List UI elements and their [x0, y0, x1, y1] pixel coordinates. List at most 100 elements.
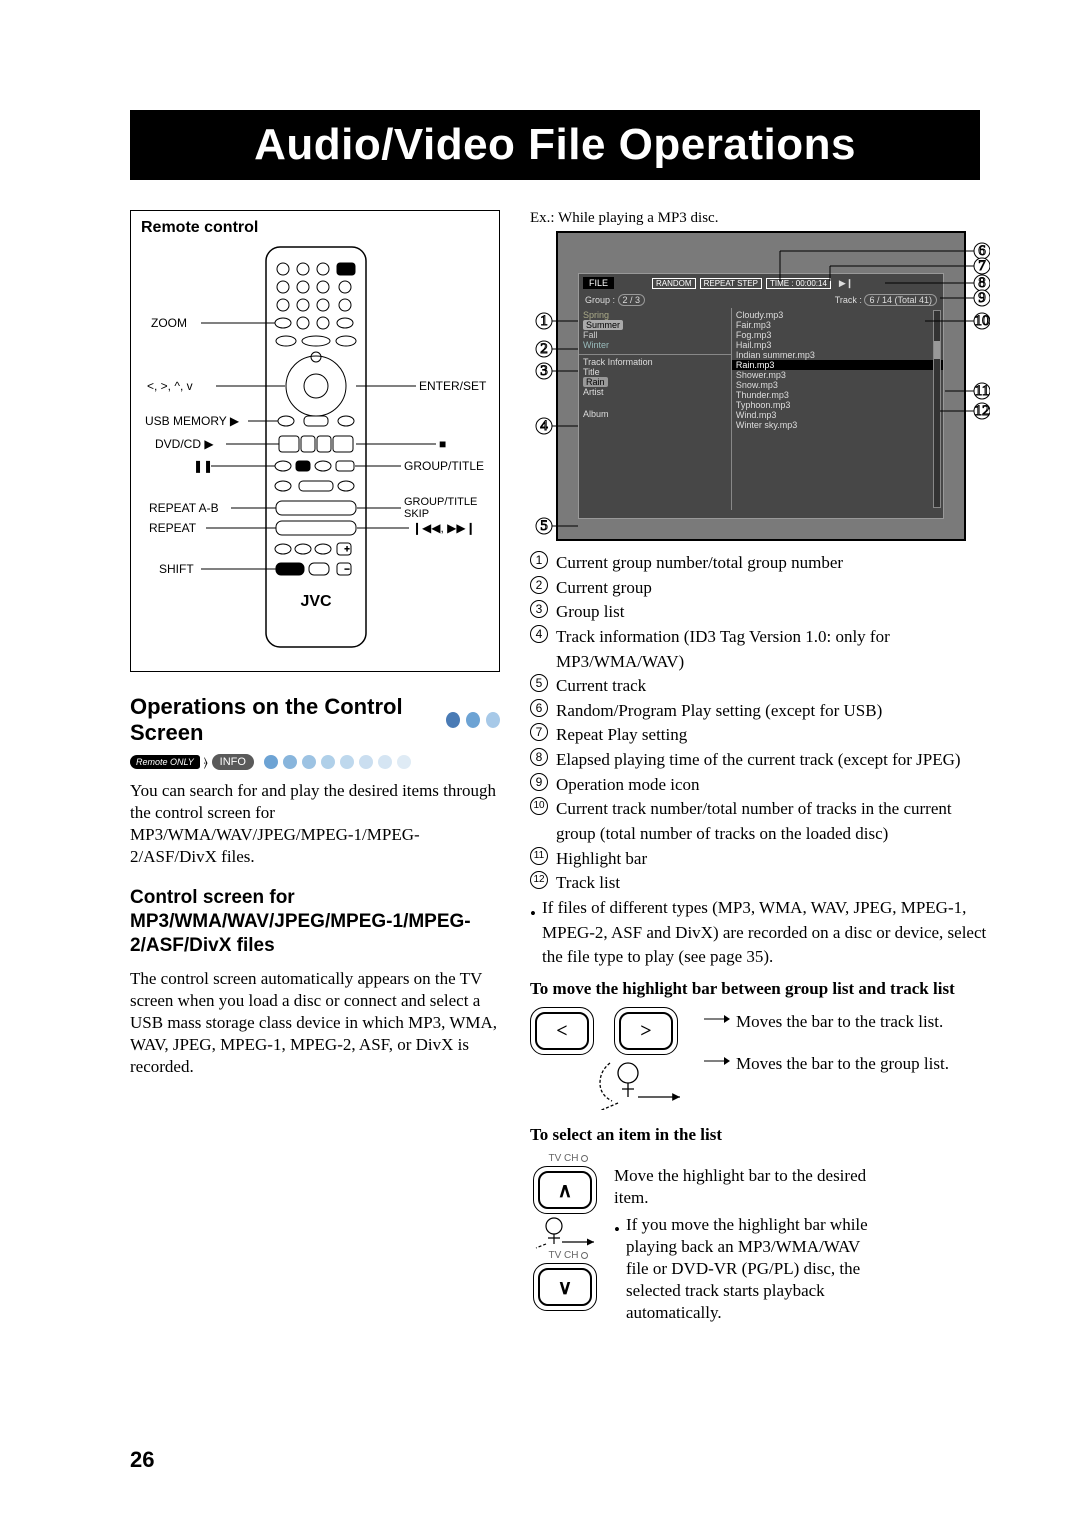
legend-item: Operation mode icon — [556, 773, 990, 798]
osd-tab-file: FILE — [583, 277, 614, 289]
osd-time: TIME : 00:00:14 — [766, 278, 831, 289]
osd-track-item: Fair.mp3 — [732, 320, 943, 330]
blue-dot-3 — [486, 712, 500, 728]
osd-track-item: Cloudy.mp3 — [732, 310, 943, 320]
play-icon: ▶❙ — [839, 278, 853, 289]
decor-dot — [283, 755, 297, 769]
legend-item: Current track number/total number of tra… — [556, 797, 990, 846]
osd-group-item: Winter — [579, 340, 731, 350]
svg-text:❚❚: ❚❚ — [193, 459, 213, 473]
osd-track-item: Wind.mp3 — [732, 410, 943, 420]
svg-text:■: ■ — [439, 437, 446, 451]
svg-text:10: 10 — [975, 313, 990, 329]
blue-dot-1 — [446, 712, 460, 728]
right-key: > — [614, 1007, 678, 1055]
move-right-text: Moves the bar to the track list. — [736, 1011, 943, 1033]
right-column: Ex.: While playing a MP3 disc. FILE RAND… — [530, 210, 990, 1324]
decor-dot — [397, 755, 411, 769]
left-column: Remote control — [130, 210, 500, 1324]
osd-repeat: REPEAT STEP — [700, 278, 762, 289]
decor-dot — [359, 755, 373, 769]
example-label: Ex.: While playing a MP3 disc. — [530, 210, 990, 227]
arrow-diagram-ud: TV CH ∧ TV CH ∨ Move — [530, 1153, 990, 1324]
osd-track-item: Shower.mp3 — [732, 370, 943, 380]
svg-text:SHIFT: SHIFT — [159, 562, 194, 576]
svg-text:+: + — [344, 544, 349, 554]
svg-text:❙◀◀, ▶▶❙: ❙◀◀, ▶▶❙ — [412, 521, 476, 535]
sound-icon: ⦒ — [204, 755, 208, 770]
select-heading: To select an item in the list — [530, 1124, 990, 1145]
svg-text:REPEAT: REPEAT — [149, 521, 197, 535]
down-key: ∨ — [533, 1263, 597, 1311]
osd-track-item: Fog.mp3 — [732, 330, 943, 340]
legend-item: Elapsed playing time of the current trac… — [556, 748, 990, 773]
svg-text:<, >, ^, v: <, >, ^, v — [147, 379, 193, 393]
svg-text:12: 12 — [975, 403, 990, 419]
svg-text:11: 11 — [975, 383, 989, 399]
osd-track-item: Winter sky.mp3 — [732, 420, 943, 430]
osd-info-row: Rain — [583, 377, 608, 387]
legend-list: 1Current group number/total group number… — [530, 551, 990, 970]
osd-track-highlight: Rain.mp3 — [732, 360, 943, 370]
decor-dot — [264, 755, 278, 769]
legend-item: Current track — [556, 674, 990, 699]
select-bullet: If you move the highlight bar while play… — [626, 1214, 874, 1324]
section-heading: Operations on the Control Screen — [130, 694, 500, 746]
osd-track-item: Hail.mp3 — [732, 340, 943, 350]
legend-bullet: If files of different types (MP3, WMA, W… — [542, 896, 990, 970]
page-title: Audio/Video File Operations — [254, 120, 856, 170]
left-key: < — [530, 1007, 594, 1055]
svg-text:2: 2 — [540, 341, 548, 357]
svg-text:DVD/CD ▶: DVD/CD ▶ — [155, 437, 214, 451]
osd-screen: FILE RANDOM REPEAT STEP TIME : 00:00:14 … — [556, 231, 966, 541]
osd-track-item: Typhoon.mp3 — [732, 400, 943, 410]
svg-text:9: 9 — [978, 290, 986, 306]
osd-info-row: Track Information — [579, 357, 731, 367]
svg-text:GROUP/TITLE: GROUP/TITLE — [404, 496, 477, 508]
manual-page: Audio/Video File Operations Remote contr… — [0, 0, 1080, 1528]
control-screen-heading: Control screen for MP3/WMA/WAV/JPEG/MPEG… — [130, 886, 500, 957]
legend-item: Track list — [556, 871, 990, 896]
section-heading-text: Operations on the Control Screen — [130, 694, 440, 746]
osd-track-item: Snow.mp3 — [732, 380, 943, 390]
up-key: ∧ — [533, 1166, 597, 1214]
remote-label: Remote control — [141, 219, 489, 237]
press-icon — [530, 1055, 690, 1110]
decor-dot — [340, 755, 354, 769]
decor-dot — [378, 755, 392, 769]
svg-text:8: 8 — [978, 275, 986, 291]
osd-group-item: Spring — [579, 310, 731, 320]
svg-text:5: 5 — [540, 518, 548, 534]
legend-item: Current group — [556, 576, 990, 601]
svg-text:6: 6 — [978, 243, 986, 259]
svg-text:1: 1 — [540, 313, 548, 329]
osd-group-item: Fall — [579, 330, 731, 340]
decor-dot — [321, 755, 335, 769]
svg-text:ZOOM: ZOOM — [151, 316, 187, 330]
osd-track-item: Indian summer.mp3 — [732, 350, 943, 360]
svg-text:ENTER/SET: ENTER/SET — [419, 379, 487, 393]
info-badge: INFO — [212, 754, 254, 770]
arrow-diagram-lr: < > — [530, 1007, 990, 1110]
remote-illustration: + − JVC ZOOM <, >, ^, v USB MEMORY ▶ DVD… — [141, 241, 491, 661]
remote-control-diagram: Remote control — [130, 210, 500, 672]
legend-item: Repeat Play setting — [556, 723, 990, 748]
svg-text:7: 7 — [978, 258, 986, 274]
osd-info-row — [579, 397, 731, 409]
osd-random: RANDOM — [652, 278, 696, 289]
move-heading: To move the highlight bar between group … — [530, 978, 990, 999]
page-title-bar: Audio/Video File Operations — [130, 110, 980, 180]
osd-track-item: Thunder.mp3 — [732, 390, 943, 400]
osd-scrollbar — [933, 310, 941, 508]
svg-text:SKIP: SKIP — [404, 508, 429, 520]
osd-info-row: Title — [579, 367, 731, 377]
blue-dot-2 — [466, 712, 480, 728]
osd-group-item: Summer — [583, 320, 623, 330]
legend-item: Random/Program Play setting (except for … — [556, 699, 990, 724]
osd-info-row: Album — [579, 409, 731, 419]
svg-text:−: − — [344, 564, 349, 574]
two-column-layout: Remote control — [130, 210, 980, 1324]
svg-text:GROUP/TITLE: GROUP/TITLE — [404, 459, 484, 473]
legend-item: Track information (ID3 Tag Version 1.0: … — [556, 625, 990, 674]
remote-only-badge: Remote ONLY — [130, 755, 200, 769]
